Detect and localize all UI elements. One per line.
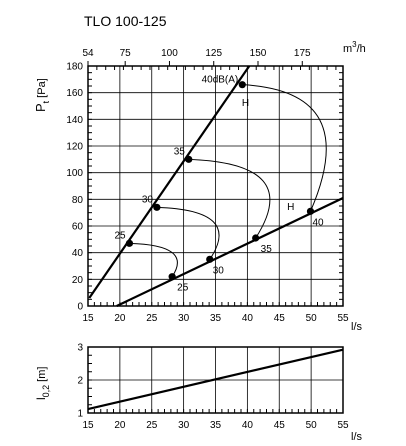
point-label: 25 [177,283,189,294]
point-label: 40dB(A) [202,75,239,86]
main-y-label-unit: [Pa] [36,78,48,98]
main-top-tick-label: 54 [82,48,94,59]
main-y-tick-label: 100 [66,168,83,179]
data-point [168,273,176,281]
main-y-ticks: 0 20 40 60 80 100 120 140 160 180 [66,62,343,313]
noise-curve [188,158,271,239]
main-x-tick-label: 35 [210,313,222,324]
throw-x-tick-label: 15 [82,420,94,431]
throw-x-tick-label: 40 [242,420,254,431]
throw-y-tick-label: 2 [77,376,83,387]
main-y-tick-label: 180 [66,62,83,73]
throw-x-tick-label: 50 [306,420,318,431]
series-line [116,197,344,307]
main-grid [88,66,343,306]
throw-x-tick-label: 20 [114,420,126,431]
main-x-tick-label: 20 [114,313,126,324]
main-y-tick-label: 60 [72,222,84,233]
main-y-tick-label: 40 [72,248,84,259]
main-y-tick-label: 160 [66,88,83,99]
main-top-ticks: 54 75 100 125 150 175 [82,48,337,70]
noise-curves [129,84,327,277]
main-x-axis-label: l/s [351,321,363,333]
point-label: 35 [174,146,186,157]
throw-y-label-sub: 0,2 [41,385,51,398]
main-y-tick-label: 80 [72,195,84,206]
main-points: 25 30 35 40dB(A) 25 30 35 40 [114,75,324,294]
throw-line [87,348,344,411]
main-series [88,65,344,307]
main-x-tick-label: 45 [274,313,286,324]
main-y-axis-label: Pt [Pa] [33,78,51,112]
main-x-tick-label: 55 [337,313,349,324]
main-y-label-sub: t [41,100,51,103]
point-label: 40 [312,217,324,228]
main-x-tick-label: 40 [242,313,254,324]
data-point [153,203,161,211]
throw-y-ticks: 1 2 3 [77,343,92,420]
throw-x-tick-label: 45 [274,420,286,431]
main-top-tick-label: 100 [161,48,178,59]
throw-series [87,348,344,411]
throw-y-label-unit: [m] [36,367,48,382]
main-x-tick-label: 50 [306,313,318,324]
noise-curve [156,206,220,260]
data-point [238,81,246,89]
main-markers: HH [242,98,294,213]
throw-x-axis-label: l/s [351,431,363,443]
noise-curve [242,84,327,212]
point-label: 35 [261,244,273,255]
main-x2-label-sup: 3 [352,40,357,49]
main-y-label-main: P [33,103,48,112]
h-marker: H [242,98,249,109]
point-label: 30 [142,194,154,205]
main-x-tick-label: 25 [146,313,158,324]
data-point [185,155,193,163]
throw-x-tick-label: 25 [146,420,158,431]
series-line [88,65,251,299]
throw-x-tick-label: 35 [210,420,222,431]
main-y-tick-label: 140 [66,115,83,126]
main-top-tick-label: 125 [205,48,222,59]
point-label: 30 [213,265,225,276]
main-top-tick-label: 150 [250,48,267,59]
main-x2-axis-label: m3/h [343,40,366,55]
throw-y-tick-label: 3 [77,343,83,354]
data-point [206,255,214,263]
throw-plot: 15 20 25 30 35 40 45 50 55 1 2 3 l0,2 [m] l/s [34,343,363,444]
main-plot: 15 20 25 30 35 40 45 50 55 54 75 100 125 150 175 0 20 4… [33,40,366,333]
throw-y-label-main: l [34,397,48,400]
noise-curve [129,242,178,277]
main-x2-label-main: m [343,43,352,55]
h-marker: H [287,202,294,213]
throw-y-axis-label: l0,2 [m] [34,367,51,400]
throw-y-tick-label: 1 [77,409,83,420]
data-point [125,239,134,247]
throw-x-ticks: 15 20 25 30 35 40 45 50 55 [82,409,349,431]
throw-x-tick-label: 55 [337,420,349,431]
main-x-ticks: 15 20 25 30 35 40 45 50 55 [82,302,349,324]
main-y-tick-label: 0 [77,302,83,313]
data-point [306,207,315,215]
main-top-tick-label: 75 [120,48,132,59]
data-point [252,234,260,242]
main-x-tick-label: 15 [82,313,94,324]
throw-x-tick-label: 30 [178,420,190,431]
main-y-tick-label: 20 [72,275,84,286]
main-x2-label-tail: /h [357,43,366,55]
main-top-tick-label: 175 [294,48,311,59]
main-x-tick-label: 30 [178,313,190,324]
chart-title: TLO 100-125 [84,13,167,29]
main-y-tick-label: 120 [66,142,83,153]
point-label: 25 [114,230,126,241]
